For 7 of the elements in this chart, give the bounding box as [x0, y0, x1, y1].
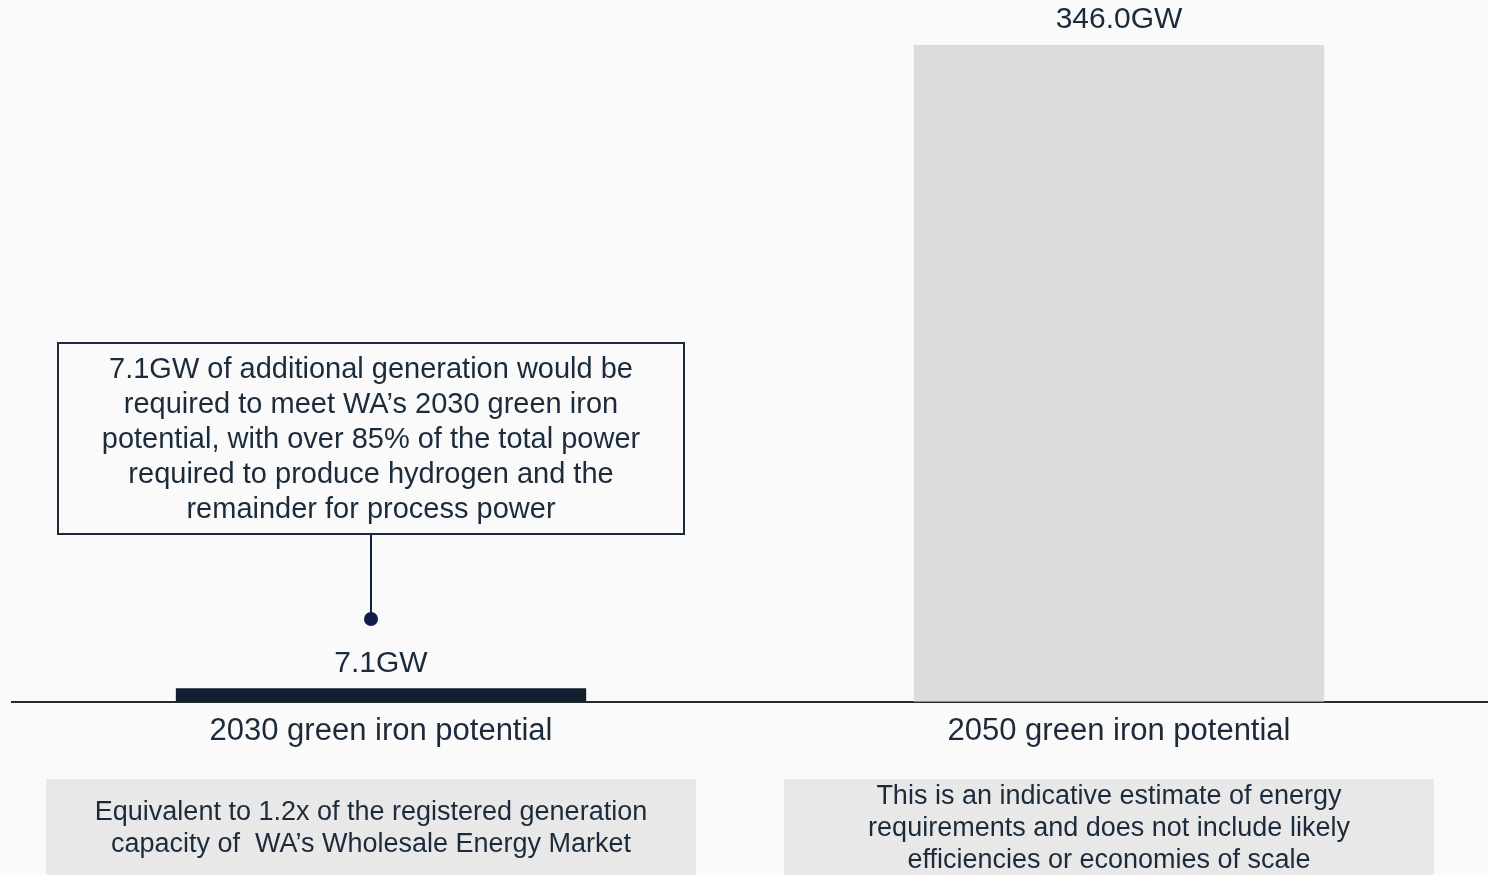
annotation: 7.1GW of additional generation would be required to meet WA’s 2030 green iron potential, with over 85% of the total power required to produce hydrogen and the remainder for process power [100, 351, 642, 527]
text: This is an indicative estimate of energy requirements and does not include likely efficiencies or economies of scale [867, 778, 1351, 875]
x-tick-label: 2050 green iron potential [947, 711, 1291, 747]
data-label: 346.0GW [1055, 1, 1184, 35]
data-label: 7.1GW [334, 644, 429, 678]
x-tick-label: 2030 green iron potential [209, 711, 553, 747]
text: Equivalent to 1.2x of the registered generation capacity of WA’s Wholesale Energy Market [93, 794, 649, 859]
